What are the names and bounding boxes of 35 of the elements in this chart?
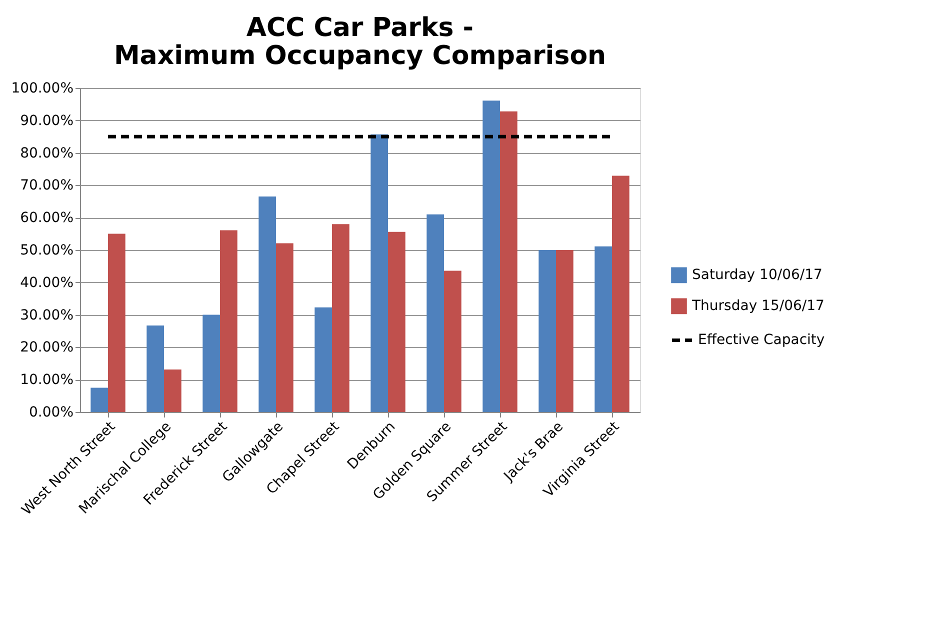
- legend-label: Thursday 15/06/17: [691, 298, 824, 314]
- bar: [164, 370, 182, 412]
- bar: [90, 388, 108, 412]
- bar: [594, 246, 612, 412]
- bar: [202, 314, 220, 412]
- y-tick-label: 40.00%: [20, 274, 74, 291]
- bar: [538, 250, 556, 412]
- bar: [612, 176, 630, 412]
- y-tick-label: 70.00%: [20, 178, 74, 194]
- y-tick-label: 30.00%: [20, 307, 74, 324]
- bar: [556, 250, 574, 412]
- bar: [108, 234, 126, 412]
- bar: [314, 307, 332, 412]
- y-tick-label: 20.00%: [20, 340, 74, 356]
- bar: [332, 224, 350, 412]
- y-tick-label: 0.00%: [29, 404, 74, 420]
- bar: [388, 232, 406, 412]
- y-tick-label: 90.00%: [20, 112, 74, 129]
- bar: [370, 134, 388, 412]
- y-tick-label: 10.00%: [20, 372, 74, 388]
- legend-label: Effective Capacity: [698, 332, 825, 348]
- bar: [500, 111, 518, 412]
- chart-title: ACC Car Parks - Maximum Occupancy Comparison: [114, 13, 606, 71]
- y-tick-label: 80.00%: [20, 145, 74, 162]
- bar: [220, 230, 238, 412]
- bar: [258, 196, 276, 412]
- bar: [444, 270, 462, 412]
- bar: [482, 100, 500, 412]
- legend-label: Saturday 10/06/17: [692, 267, 822, 284]
- y-tick-label: 60.00%: [20, 210, 74, 226]
- y-tick-label: 100.00%: [11, 80, 74, 96]
- bar: [276, 243, 294, 412]
- bar: [426, 214, 444, 412]
- y-tick-label: 50.00%: [20, 242, 74, 258]
- bar: [146, 325, 164, 412]
